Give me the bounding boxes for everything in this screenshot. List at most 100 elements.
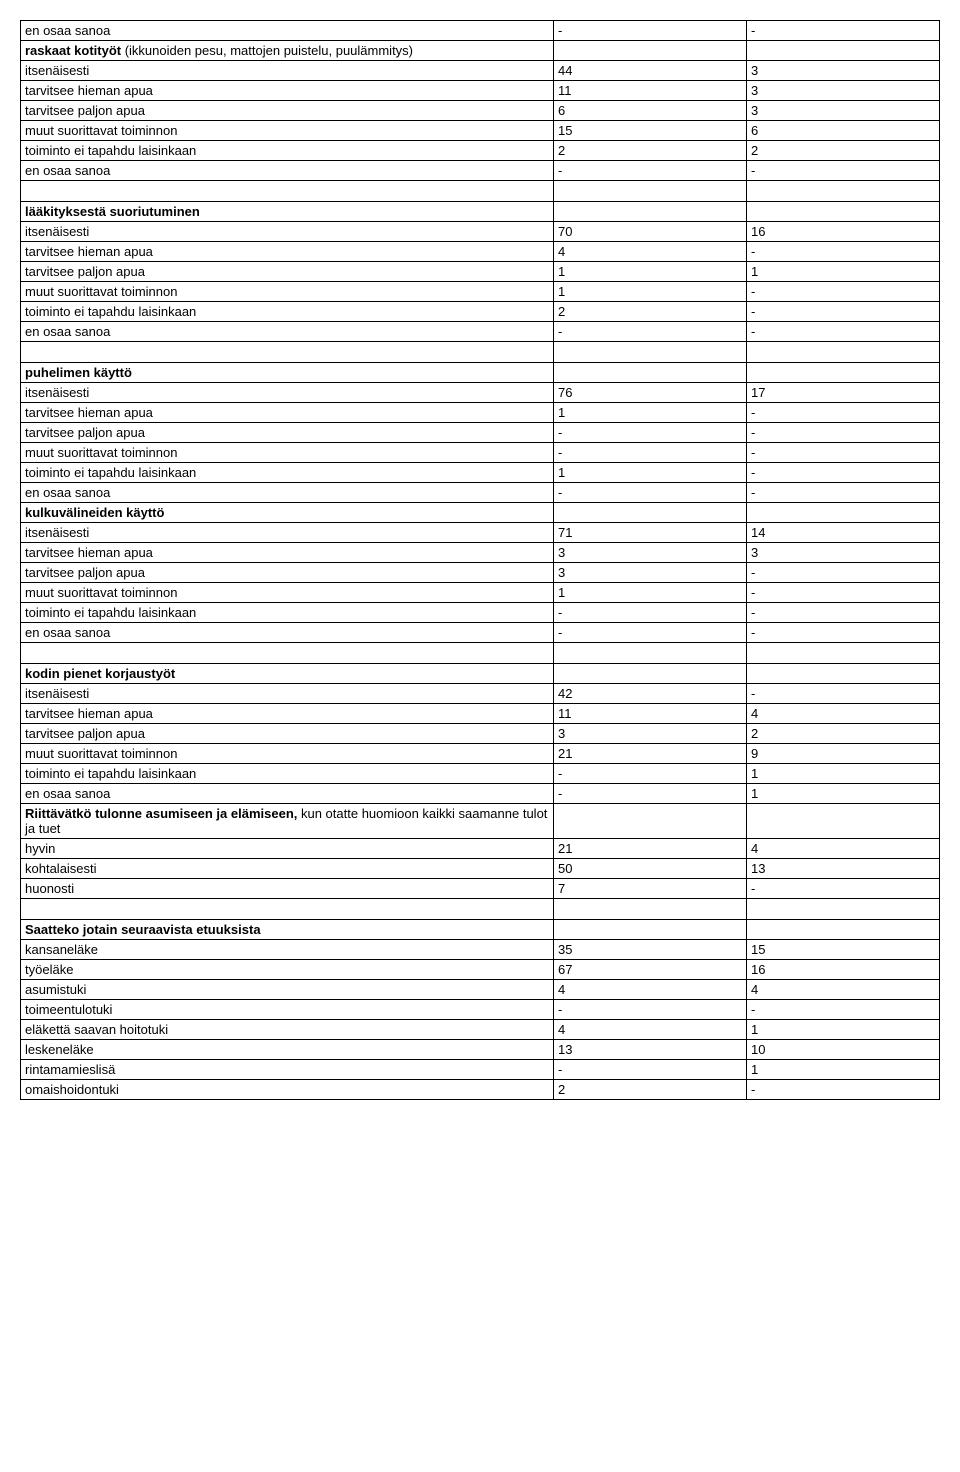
label-cell: leskeneläke [21, 1040, 554, 1060]
value-cell-2: 17 [747, 383, 940, 403]
table-row: en osaa sanoa- 1 [21, 784, 940, 804]
value-cell-1: - [554, 603, 747, 623]
value-cell-1: - [554, 443, 747, 463]
label-cell: kohtalaisesti [21, 859, 554, 879]
label-cell: tarvitsee hieman apua [21, 242, 554, 262]
section-suffix: (ikkunoiden pesu, mattojen puistelu, puu… [121, 43, 413, 58]
value-cell-2: 4 [747, 839, 940, 859]
table-row: en osaa sanoa-- [21, 623, 940, 643]
value-cell-1: 3 [554, 563, 747, 583]
spacer-cell [554, 643, 747, 664]
table-row: tarvitsee paljon apua 1 1 [21, 262, 940, 282]
label-cell: tarvitsee paljon apua [21, 563, 554, 583]
section-heading: Saatteko jotain seuraavista etuuksista [25, 922, 261, 937]
value-cell-1: 35 [554, 940, 747, 960]
value-cell-1 [554, 41, 747, 61]
table-row: Saatteko jotain seuraavista etuuksista [21, 920, 940, 940]
table-row: hyvin21 4 [21, 839, 940, 859]
value-cell-2: 1 [747, 1020, 940, 1040]
label-cell: hyvin [21, 839, 554, 859]
label-cell: työeläke [21, 960, 554, 980]
table-row: kohtalaisesti5013 [21, 859, 940, 879]
table-row: huonosti 7- [21, 879, 940, 899]
table-row [21, 342, 940, 363]
spacer-cell [554, 899, 747, 920]
value-cell-1: 1 [554, 282, 747, 302]
table-row: toimeentulotuki-- [21, 1000, 940, 1020]
label-cell: en osaa sanoa [21, 784, 554, 804]
table-row: työeläke6716 [21, 960, 940, 980]
value-cell-1: 50 [554, 859, 747, 879]
value-cell-2 [747, 41, 940, 61]
label-cell: toiminto ei tapahdu laisinkaan [21, 603, 554, 623]
label-cell: tarvitsee hieman apua [21, 704, 554, 724]
label-cell: toimeentulotuki [21, 1000, 554, 1020]
value-cell-2: - [747, 403, 940, 423]
label-cell: kansaneläke [21, 940, 554, 960]
label-cell: tarvitsee hieman apua [21, 543, 554, 563]
table-row: leskeneläke1310 [21, 1040, 940, 1060]
value-cell-1: 44 [554, 61, 747, 81]
value-cell-2: 14 [747, 523, 940, 543]
value-cell-1: - [554, 764, 747, 784]
table-row: itsenäisesti42- [21, 684, 940, 704]
label-cell: tarvitsee paljon apua [21, 423, 554, 443]
table-row: rintamamieslisä- 1 [21, 1060, 940, 1080]
value-cell-1: 15 [554, 121, 747, 141]
value-cell-2: - [747, 563, 940, 583]
value-cell-1: 3 [554, 543, 747, 563]
spacer-cell [554, 181, 747, 202]
label-cell: itsenäisesti [21, 383, 554, 403]
value-cell-1: 4 [554, 1020, 747, 1040]
label-cell: asumistuki [21, 980, 554, 1000]
table-row: muut suorittavat toiminnon15 6 [21, 121, 940, 141]
table-row: en osaa sanoa-- [21, 21, 940, 41]
table-row: itsenäisesti44 3 [21, 61, 940, 81]
label-cell: tarvitsee hieman apua [21, 81, 554, 101]
label-cell: toiminto ei tapahdu laisinkaan [21, 302, 554, 322]
value-cell-1: 7 [554, 879, 747, 899]
spacer-cell [21, 181, 554, 202]
table-row: en osaa sanoa-- [21, 161, 940, 181]
value-cell-2: 15 [747, 940, 940, 960]
value-cell-1: 11 [554, 81, 747, 101]
table-row: muut suorittavat toiminnon 1- [21, 282, 940, 302]
value-cell-1 [554, 363, 747, 383]
value-cell-2: - [747, 242, 940, 262]
value-cell-2: 1 [747, 764, 940, 784]
label-cell: en osaa sanoa [21, 483, 554, 503]
table-row: tarvitsee paljon apua-- [21, 423, 940, 443]
table-row: itsenäisesti7617 [21, 383, 940, 403]
value-cell-1: - [554, 423, 747, 443]
value-cell-1 [554, 804, 747, 839]
table-row: tarvitsee hieman apua11 3 [21, 81, 940, 101]
value-cell-2: 1 [747, 262, 940, 282]
value-cell-2: - [747, 623, 940, 643]
table-row: toiminto ei tapahdu laisinkaan 1- [21, 463, 940, 483]
spacer-cell [747, 899, 940, 920]
table-row: itsenäisesti7016 [21, 222, 940, 242]
value-cell-2: 3 [747, 81, 940, 101]
value-cell-2 [747, 363, 940, 383]
value-cell-1 [554, 202, 747, 222]
spacer-cell [747, 181, 940, 202]
value-cell-2: - [747, 443, 940, 463]
value-cell-1 [554, 920, 747, 940]
label-cell: rintamamieslisä [21, 1060, 554, 1080]
value-cell-2: 3 [747, 61, 940, 81]
table-row: tarvitsee hieman apua 4- [21, 242, 940, 262]
value-cell-1 [554, 664, 747, 684]
table-row: asumistuki 4 4 [21, 980, 940, 1000]
table-row: toiminto ei tapahdu laisinkaan- 1 [21, 764, 940, 784]
value-cell-1: 6 [554, 101, 747, 121]
value-cell-2: 13 [747, 859, 940, 879]
table-row: tarvitsee hieman apua11 4 [21, 704, 940, 724]
table-row: eläkettä saavan hoitotuki 4 1 [21, 1020, 940, 1040]
table-row: tarvitsee paljon apua 6 3 [21, 101, 940, 121]
section-heading: lääkityksestä suoriutuminen [25, 204, 200, 219]
table-row: muut suorittavat toiminnon21 9 [21, 744, 940, 764]
spacer-cell [21, 342, 554, 363]
value-cell-1: 21 [554, 744, 747, 764]
table-row: raskaat kotityöt (ikkunoiden pesu, matto… [21, 41, 940, 61]
label-cell: muut suorittavat toiminnon [21, 121, 554, 141]
